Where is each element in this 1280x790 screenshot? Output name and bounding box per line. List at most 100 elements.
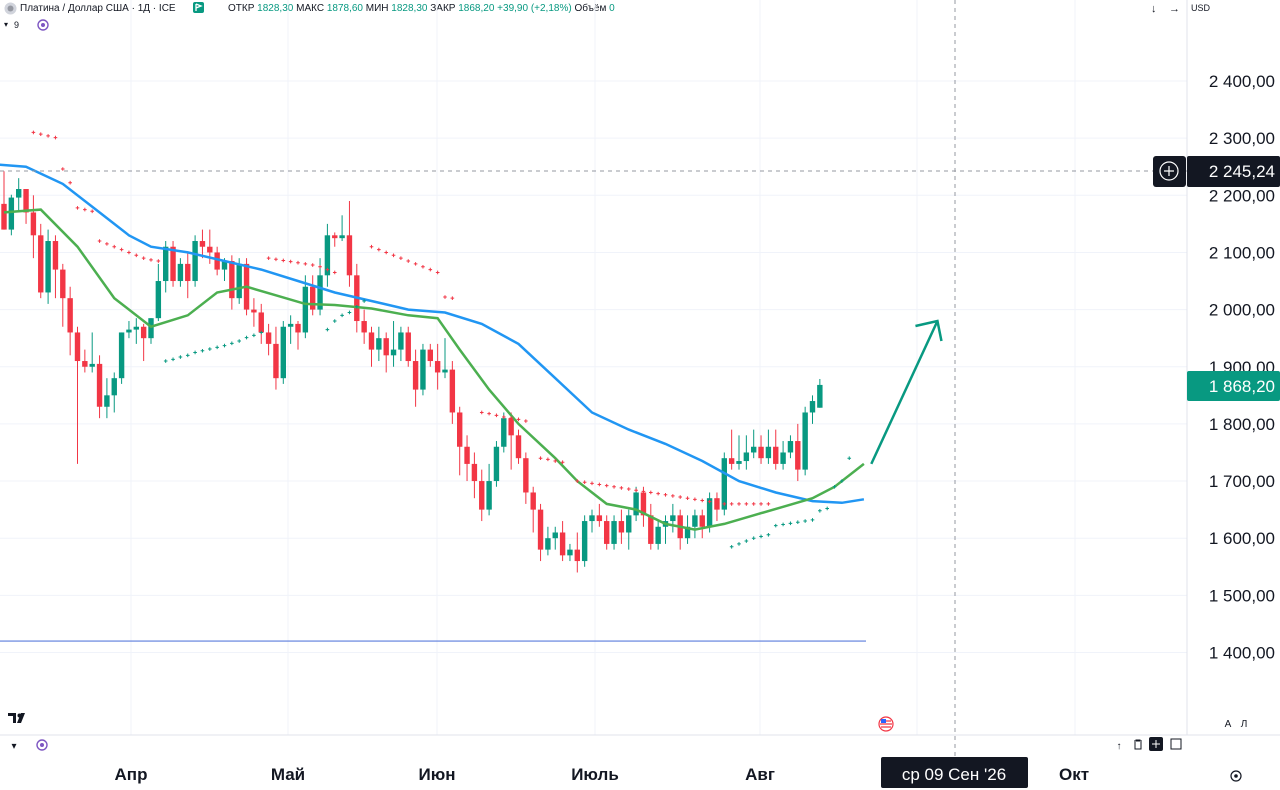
time-tick-label: Май xyxy=(271,765,305,784)
candle xyxy=(508,412,514,470)
sar-dot xyxy=(619,486,624,490)
candle xyxy=(809,395,816,424)
price-tick-label: 1 700,00 xyxy=(1209,472,1275,491)
sar-dot xyxy=(200,348,205,353)
arrow-up-icon[interactable]: ↑ xyxy=(1117,741,1122,752)
candle xyxy=(52,235,59,299)
candle xyxy=(751,429,757,459)
candle xyxy=(280,321,286,384)
candle xyxy=(332,232,338,247)
sar-dot xyxy=(296,260,300,265)
pane-settings-button[interactable] xyxy=(1149,737,1163,751)
sar-dot xyxy=(97,239,102,243)
price-tick-label: 2 300,00 xyxy=(1209,129,1275,148)
indicator-count[interactable]: 9 xyxy=(14,20,20,30)
time-tick-label: Авг xyxy=(745,765,775,784)
sar-dot xyxy=(61,167,65,171)
sar-dot xyxy=(421,264,425,269)
sar-dot xyxy=(810,518,815,522)
settings-gear-icon[interactable] xyxy=(1230,770,1242,782)
sar-dot xyxy=(509,416,513,420)
candle xyxy=(324,223,331,287)
candle xyxy=(185,252,191,299)
us-flag-icon[interactable] xyxy=(878,716,894,732)
price-tick-label: 1 800,00 xyxy=(1209,415,1275,434)
sar-dot xyxy=(693,497,697,502)
sar-dot xyxy=(751,536,756,540)
last-price: 1 868,20 xyxy=(1209,377,1275,396)
sar-dot xyxy=(443,295,447,299)
arrow-right-icon[interactable]: → xyxy=(1169,3,1180,15)
candle xyxy=(479,469,485,522)
auto-scale-toggle[interactable]: A xyxy=(1225,719,1232,730)
price-tick-label: 2 200,00 xyxy=(1209,186,1275,205)
sar-dot xyxy=(744,539,749,543)
chevron-down-icon[interactable]: ▾ xyxy=(11,741,16,752)
candle xyxy=(1,171,7,230)
plus-circle-icon xyxy=(1159,161,1179,181)
currency-label[interactable]: USD xyxy=(1191,3,1211,13)
tradingview-logo-icon[interactable] xyxy=(8,713,25,723)
market-status-icon[interactable] xyxy=(193,2,204,16)
candle xyxy=(265,323,272,356)
candle xyxy=(236,258,242,304)
price-tick-label: 2 000,00 xyxy=(1209,301,1275,320)
sar-dot xyxy=(149,258,153,262)
candle xyxy=(559,521,566,562)
sar-dot xyxy=(377,247,381,252)
candle xyxy=(765,429,772,464)
candle xyxy=(677,509,683,550)
candle xyxy=(626,509,632,550)
candle xyxy=(361,309,367,344)
arrow-down-icon[interactable]: ↓ xyxy=(1151,3,1157,15)
sar-dot xyxy=(347,310,352,315)
candle xyxy=(229,255,235,310)
high-value: 1878,60 xyxy=(326,3,363,14)
candle xyxy=(662,515,669,544)
sar-dot xyxy=(538,456,543,460)
candle xyxy=(155,263,162,322)
sar-dot xyxy=(788,521,793,526)
add-alert-button[interactable] xyxy=(1153,156,1186,187)
sar-dot xyxy=(325,327,330,332)
candle xyxy=(251,298,257,327)
price-scale[interactable]: 2 400,00 2 300,00 2 200,00 2 100,00 2 000,00… xyxy=(1209,72,1275,663)
candle xyxy=(743,435,750,470)
sar-dot xyxy=(678,495,682,499)
candle xyxy=(758,435,764,464)
sar-dot xyxy=(252,333,256,338)
sar-dot xyxy=(560,460,565,464)
sar-dot xyxy=(83,207,87,212)
chevron-down-icon[interactable]: ▾ xyxy=(4,20,9,29)
sar-dot xyxy=(193,350,197,355)
candle xyxy=(273,326,279,390)
time-scale[interactable]: Апр Май Июн Июль Авг Окт xyxy=(115,765,1090,784)
sar-dot xyxy=(759,502,763,506)
trash-icon[interactable] xyxy=(1134,739,1142,750)
sar-dot xyxy=(487,411,491,416)
projection-arrow[interactable] xyxy=(870,319,943,465)
price-tick-label: 2 400,00 xyxy=(1209,72,1275,91)
candle xyxy=(773,429,779,470)
candle xyxy=(721,452,727,516)
volume-label: Объём xyxy=(574,3,607,14)
symbol-logo-icon[interactable] xyxy=(4,2,17,18)
sar-dot xyxy=(435,270,440,275)
log-scale-toggle[interactable]: Л xyxy=(1241,719,1248,730)
indicator-settings-icon[interactable] xyxy=(37,19,49,34)
candle xyxy=(449,361,456,424)
candle xyxy=(89,332,95,373)
parabolic-sar-dots xyxy=(31,130,852,549)
sar-dot xyxy=(766,502,771,506)
symbol-title[interactable]: Платина / Доллар США · 1Д · ICE xyxy=(20,3,176,14)
candle xyxy=(633,486,639,522)
candle xyxy=(493,441,500,487)
sar-dot xyxy=(700,498,705,503)
candle xyxy=(405,326,411,367)
sar-dot xyxy=(825,506,829,511)
maximize-pane-icon[interactable] xyxy=(1170,738,1182,750)
candle xyxy=(604,515,610,550)
candle xyxy=(574,532,580,573)
indicator-settings-icon[interactable] xyxy=(36,739,48,751)
